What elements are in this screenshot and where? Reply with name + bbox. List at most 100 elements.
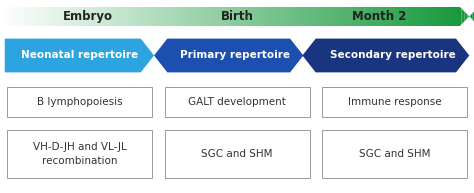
Polygon shape	[193, 7, 194, 26]
Polygon shape	[461, 8, 463, 25]
Text: SGC and SHM: SGC and SHM	[201, 149, 273, 159]
Text: Neonatal repertoire: Neonatal repertoire	[21, 51, 138, 60]
Polygon shape	[259, 7, 261, 26]
Polygon shape	[90, 7, 91, 26]
Polygon shape	[253, 7, 255, 26]
Polygon shape	[1, 7, 3, 26]
Polygon shape	[419, 7, 420, 26]
Polygon shape	[316, 7, 318, 26]
Text: Month 2: Month 2	[352, 10, 406, 23]
Polygon shape	[183, 7, 185, 26]
Polygon shape	[22, 7, 24, 26]
Polygon shape	[95, 7, 96, 26]
Polygon shape	[262, 7, 264, 26]
Polygon shape	[219, 7, 221, 26]
Polygon shape	[240, 7, 242, 26]
Polygon shape	[423, 7, 425, 26]
Polygon shape	[300, 7, 302, 26]
Polygon shape	[368, 7, 370, 26]
Polygon shape	[44, 7, 46, 26]
Polygon shape	[46, 7, 47, 26]
Polygon shape	[232, 7, 234, 26]
Polygon shape	[328, 7, 330, 26]
Polygon shape	[354, 7, 356, 26]
Polygon shape	[19, 7, 20, 26]
Polygon shape	[389, 7, 390, 26]
Polygon shape	[55, 7, 57, 26]
Polygon shape	[150, 7, 152, 26]
Text: VH-D-JH and VL-JL
recombination: VH-D-JH and VL-JL recombination	[33, 142, 126, 166]
Polygon shape	[283, 7, 284, 26]
Polygon shape	[313, 7, 314, 26]
Polygon shape	[35, 7, 36, 26]
Polygon shape	[341, 7, 343, 26]
Polygon shape	[428, 7, 430, 26]
Polygon shape	[425, 7, 427, 26]
Polygon shape	[333, 7, 335, 26]
Polygon shape	[292, 7, 294, 26]
Polygon shape	[182, 7, 183, 26]
Polygon shape	[276, 7, 278, 26]
Polygon shape	[281, 7, 283, 26]
Polygon shape	[89, 7, 90, 26]
Polygon shape	[66, 7, 68, 26]
Polygon shape	[186, 7, 188, 26]
Polygon shape	[54, 7, 55, 26]
Polygon shape	[65, 7, 66, 26]
Polygon shape	[383, 7, 384, 26]
Polygon shape	[411, 7, 412, 26]
Polygon shape	[201, 7, 202, 26]
Polygon shape	[147, 7, 148, 26]
Polygon shape	[156, 7, 158, 26]
Polygon shape	[412, 7, 414, 26]
Polygon shape	[430, 7, 431, 26]
Polygon shape	[357, 7, 359, 26]
Polygon shape	[205, 7, 207, 26]
Polygon shape	[131, 7, 133, 26]
Polygon shape	[134, 7, 136, 26]
Polygon shape	[137, 7, 139, 26]
Polygon shape	[370, 7, 371, 26]
Polygon shape	[190, 7, 191, 26]
Polygon shape	[32, 7, 33, 26]
Text: Immune response: Immune response	[348, 97, 441, 107]
Polygon shape	[360, 7, 362, 26]
Polygon shape	[321, 7, 322, 26]
Polygon shape	[112, 7, 114, 26]
Polygon shape	[180, 7, 182, 26]
Polygon shape	[133, 7, 134, 26]
Polygon shape	[471, 13, 473, 20]
Polygon shape	[284, 7, 286, 26]
Polygon shape	[57, 7, 58, 26]
Polygon shape	[463, 10, 465, 23]
Polygon shape	[68, 7, 70, 26]
Text: Birth: Birth	[220, 10, 254, 23]
Polygon shape	[297, 7, 299, 26]
Polygon shape	[117, 7, 118, 26]
Polygon shape	[238, 7, 240, 26]
Polygon shape	[0, 7, 1, 26]
Polygon shape	[109, 7, 110, 26]
Polygon shape	[450, 7, 452, 26]
Polygon shape	[212, 7, 213, 26]
Polygon shape	[210, 7, 212, 26]
Text: Primary repertoire: Primary repertoire	[180, 51, 291, 60]
Polygon shape	[236, 7, 237, 26]
Polygon shape	[20, 7, 22, 26]
Polygon shape	[265, 7, 267, 26]
Polygon shape	[11, 7, 13, 26]
Polygon shape	[366, 7, 368, 26]
Polygon shape	[177, 7, 179, 26]
Polygon shape	[155, 7, 156, 26]
FancyBboxPatch shape	[7, 87, 152, 117]
Polygon shape	[351, 7, 352, 26]
Polygon shape	[433, 7, 435, 26]
Polygon shape	[153, 7, 155, 26]
Polygon shape	[387, 7, 389, 26]
Polygon shape	[469, 15, 471, 18]
Polygon shape	[141, 7, 142, 26]
Polygon shape	[385, 7, 387, 26]
Polygon shape	[207, 7, 209, 26]
Polygon shape	[91, 7, 93, 26]
Polygon shape	[408, 7, 409, 26]
